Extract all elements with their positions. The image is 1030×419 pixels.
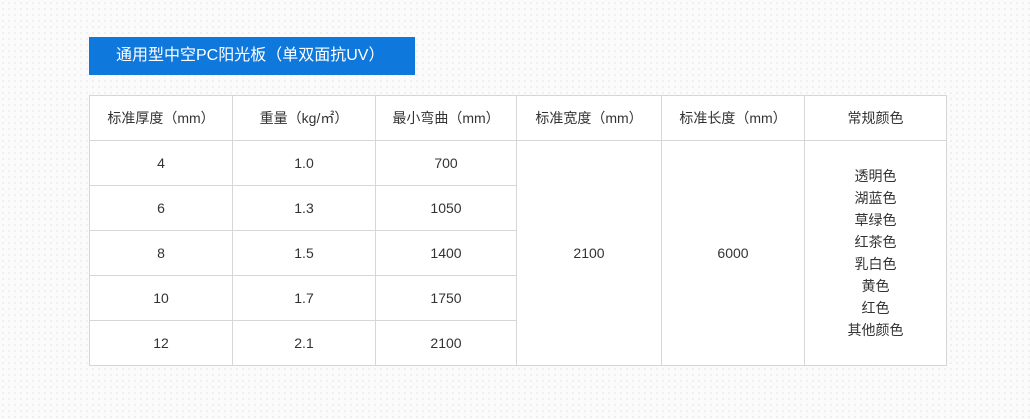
cell-thickness: 4 — [89, 140, 233, 186]
table-header-row: 标准厚度（mm） 重量（kg/㎡） 最小弯曲（mm） 标准宽度（mm） 标准长度… — [89, 95, 947, 141]
header-length: 标准长度（mm） — [661, 95, 805, 141]
cell-weight: 1.0 — [232, 140, 376, 186]
color-option: 其他颜色 — [847, 322, 904, 338]
color-option: 湖蓝色 — [854, 190, 897, 206]
header-thickness: 标准厚度（mm） — [89, 95, 233, 141]
cell-bend: 700 — [375, 140, 517, 186]
color-option: 黄色 — [861, 278, 890, 294]
table-row: 4 1.0 700 2100 6000 透明色 湖蓝色 草绿色 红茶色 乳白色 … — [89, 140, 947, 366]
color-option: 草绿色 — [854, 212, 897, 228]
table-row: 6 1.3 1050 — [89, 185, 947, 231]
cell-bend: 1400 — [375, 230, 517, 276]
cell-weight: 1.7 — [232, 275, 376, 321]
table-row: 8 1.5 1400 — [89, 230, 947, 276]
color-option: 乳白色 — [854, 256, 897, 272]
cell-thickness: 8 — [89, 230, 233, 276]
table-row: 12 2.1 2100 — [89, 320, 947, 366]
cell-thickness: 6 — [89, 185, 233, 231]
cell-weight: 2.1 — [232, 320, 376, 366]
section-title: 通用型中空PC阳光板（单双面抗UV） — [89, 37, 415, 75]
cell-bend: 1750 — [375, 275, 517, 321]
header-weight: 重量（kg/㎡） — [232, 95, 376, 141]
cell-width: 2100 — [516, 140, 662, 366]
cell-bend: 2100 — [375, 320, 517, 366]
color-option: 红色 — [861, 300, 890, 316]
cell-thickness: 10 — [89, 275, 233, 321]
color-option: 透明色 — [854, 168, 897, 184]
cell-length: 6000 — [661, 140, 805, 366]
cell-weight: 1.5 — [232, 230, 376, 276]
cell-weight: 1.3 — [232, 185, 376, 231]
header-colors: 常规颜色 — [804, 95, 947, 141]
cell-bend: 1050 — [375, 185, 517, 231]
spec-table: 标准厚度（mm） 重量（kg/㎡） 最小弯曲（mm） 标准宽度（mm） 标准长度… — [89, 95, 947, 366]
table-row: 10 1.7 1750 — [89, 275, 947, 321]
header-bend: 最小弯曲（mm） — [375, 95, 517, 141]
color-option: 红茶色 — [854, 234, 897, 250]
cell-colors: 透明色 湖蓝色 草绿色 红茶色 乳白色 黄色 红色 其他颜色 — [804, 140, 947, 366]
header-width: 标准宽度（mm） — [516, 95, 662, 141]
cell-thickness: 12 — [89, 320, 233, 366]
